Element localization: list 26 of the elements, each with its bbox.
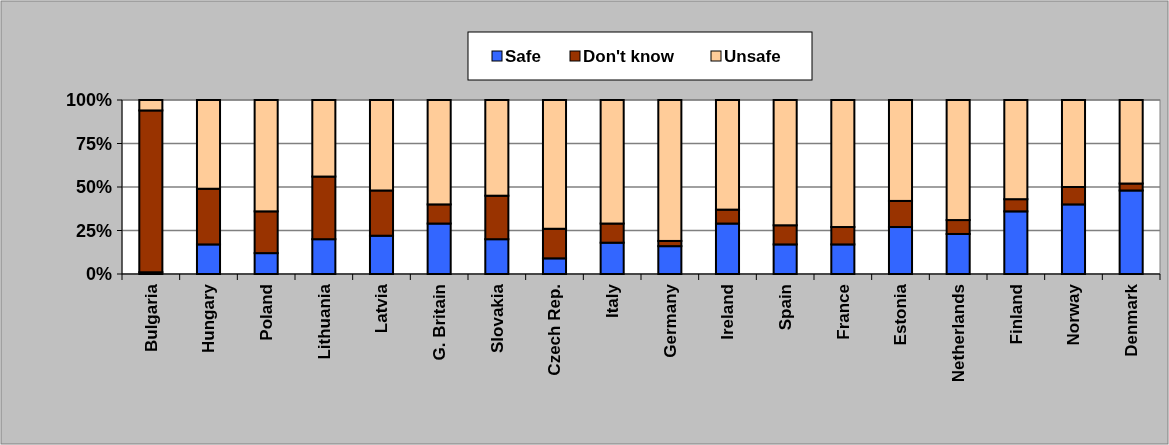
x-tick-label: Poland bbox=[257, 284, 277, 341]
x-tick-label: Czech Rep. bbox=[545, 284, 565, 376]
legend-label: Don't know bbox=[583, 46, 675, 66]
y-tick-label: 0% bbox=[85, 264, 112, 285]
x-tick-label: Lithuania bbox=[314, 283, 334, 360]
y-tick-label: 75% bbox=[75, 133, 112, 154]
x-tick-label: Estonia bbox=[891, 283, 911, 346]
x-tick-label: Finland bbox=[1006, 284, 1026, 345]
x-tick-label: Spain bbox=[776, 284, 796, 331]
x-tick-label: G. Britain bbox=[430, 284, 450, 361]
x-tick-label: Bulgaria bbox=[141, 283, 161, 353]
x-tick-label: Germany bbox=[660, 283, 680, 358]
y-tick-label: 100% bbox=[65, 90, 112, 111]
legend-label: Unsafe bbox=[724, 46, 781, 66]
x-tick-label: Ireland bbox=[718, 284, 738, 340]
y-tick-label: 25% bbox=[75, 220, 112, 241]
x-tick-label: Norway bbox=[1064, 283, 1084, 346]
x-tick-label: Italy bbox=[603, 283, 623, 319]
y-tick-label: 50% bbox=[75, 177, 112, 198]
x-tick-label: Latvia bbox=[372, 283, 392, 334]
x-tick-label: Denmark bbox=[1122, 283, 1142, 357]
legend-label: Safe bbox=[505, 46, 541, 66]
x-tick-label: France bbox=[833, 284, 853, 340]
x-tick-label: Hungary bbox=[199, 283, 219, 353]
x-tick-label: Slovakia bbox=[487, 283, 507, 353]
x-tick-label: Netherlands bbox=[949, 284, 969, 383]
